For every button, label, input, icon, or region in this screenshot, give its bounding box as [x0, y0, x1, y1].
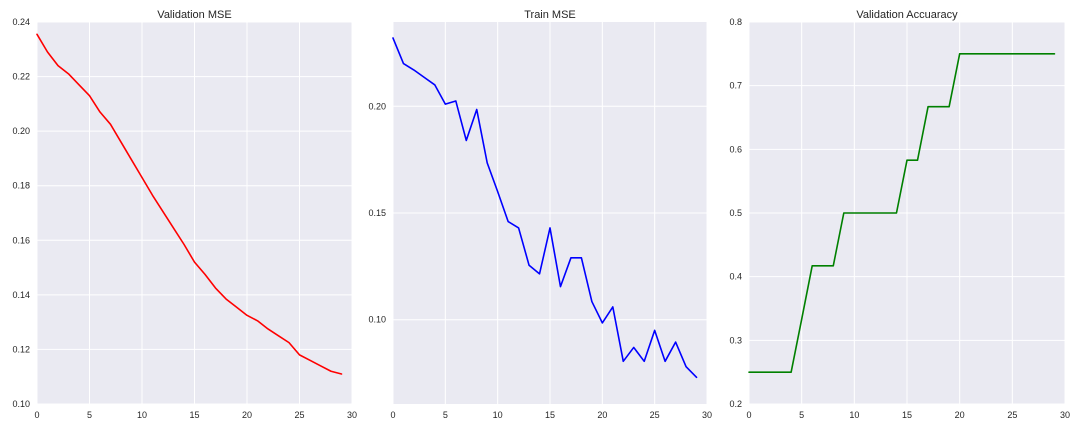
- validation-acc-y-tick-label: 0.8: [729, 17, 742, 27]
- train-mse-x-tick-label: 30: [702, 410, 712, 420]
- train-mse-x-tick-label: 25: [650, 410, 660, 420]
- train-mse-y-tick-label: 0.20: [368, 101, 386, 111]
- validation-acc-y-tick-label: 0.2: [729, 399, 742, 409]
- validation-mse-x-tick-label: 0: [34, 410, 39, 420]
- validation-mse-chart: 0 5 10 15 20 25 30 0.10 0.12 0.14 0.16 0.18 0.20 0.22…: [12, 9, 357, 420]
- train-mse-x-tick-label: 15: [545, 410, 555, 420]
- validation-acc-y-tick-label: 0.6: [729, 144, 742, 154]
- validation-mse-title: Validation MSE: [157, 9, 231, 21]
- validation-acc-y-tick-label: 0.3: [729, 335, 742, 345]
- validation-mse-y-tick-label: 0.10: [12, 399, 30, 409]
- train-mse-chart: 0 5 10 15 20 25 30 0.10 0.15 0.20 Train MSE: [368, 9, 712, 420]
- validation-mse-y-tick-label: 0.18: [12, 181, 30, 191]
- validation-mse-y-tick-label: 0.14: [12, 290, 30, 300]
- train-mse-x-tick-label: 0: [390, 410, 395, 420]
- validation-acc-y-tick-label: 0.5: [729, 208, 742, 218]
- validation-mse-x-tick-label: 25: [294, 410, 304, 420]
- train-mse-title: Train MSE: [524, 9, 576, 21]
- validation-acc-y-tick-label: 0.7: [729, 81, 742, 91]
- validation-mse-y-tick-label: 0.12: [12, 344, 30, 354]
- validation-acc-x-tick-label: 25: [1007, 410, 1017, 420]
- validation-acc-x-tick-label: 15: [902, 410, 912, 420]
- validation-accuracy-chart: 0 5 10 15 20 25 30 0.2 0.3 0.4 0.5 0.6 0.7 0.8 Validat…: [729, 9, 1070, 420]
- validation-mse-x-tick-label: 30: [347, 410, 357, 420]
- train-mse-x-tick-label: 20: [597, 410, 607, 420]
- validation-mse-x-tick-label: 15: [189, 410, 199, 420]
- train-mse-series-line: [392, 37, 698, 379]
- train-mse-x-tick-label: 5: [443, 410, 448, 420]
- validation-acc-x-tick-label: 0: [746, 410, 751, 420]
- validation-mse-series-line: [36, 33, 343, 375]
- validation-mse-y-tick-label: 0.22: [12, 72, 30, 82]
- validation-acc-x-tick-label: 30: [1060, 410, 1070, 420]
- validation-mse-y-tick-label: 0.16: [12, 235, 30, 245]
- validation-mse-y-tick-label: 0.24: [12, 17, 30, 27]
- validation-acc-x-tick-label: 20: [955, 410, 965, 420]
- train-mse-y-tick-label: 0.15: [368, 208, 386, 218]
- validation-mse-x-tick-label: 10: [137, 410, 147, 420]
- train-mse-y-tick-label: 0.10: [368, 315, 386, 325]
- validation-acc-y-tick-label: 0.4: [729, 272, 742, 282]
- validation-mse-y-tick-label: 0.20: [12, 126, 30, 136]
- validation-acc-title: Validation Accuaracy: [856, 9, 958, 21]
- validation-acc-x-tick-label: 5: [799, 410, 804, 420]
- validation-acc-series-line: [748, 53, 1056, 373]
- validation-mse-x-tick-label: 20: [242, 410, 252, 420]
- validation-acc-x-tick-label: 10: [849, 410, 859, 420]
- train-mse-x-tick-label: 10: [493, 410, 503, 420]
- validation-mse-x-tick-label: 5: [87, 410, 92, 420]
